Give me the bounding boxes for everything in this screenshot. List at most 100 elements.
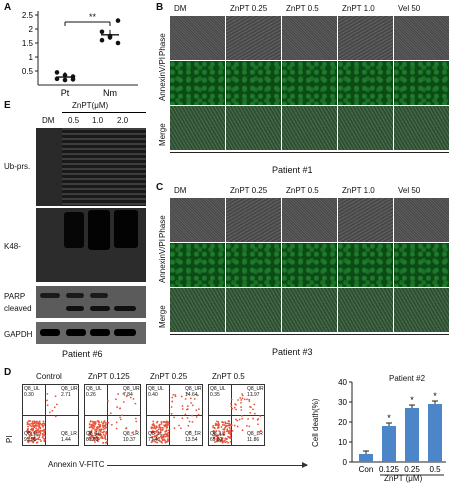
event-dot <box>30 431 33 434</box>
event-dot <box>125 395 128 398</box>
flow-plot-title: Control <box>36 372 62 381</box>
event-dot <box>236 425 239 428</box>
micrograph-tile <box>338 61 393 105</box>
event-dot <box>91 439 94 442</box>
event-dot <box>249 411 252 414</box>
bar-category-label: Con <box>359 465 374 474</box>
event-dot <box>213 432 216 435</box>
event-dot <box>40 440 43 443</box>
quadrant-value: 71.42 <box>148 437 161 443</box>
event-dot <box>227 441 230 444</box>
event-dot <box>159 431 162 434</box>
micrograph-tile <box>394 198 449 242</box>
event-dot <box>224 426 227 429</box>
event-dot <box>184 398 187 400</box>
event-dot <box>43 424 46 427</box>
k48-band <box>88 210 110 250</box>
patient-underline <box>170 152 449 153</box>
event-dot <box>229 433 232 436</box>
quadrant-horizontal-line <box>147 415 202 416</box>
bar-y-tick-label: 0 <box>343 458 348 467</box>
event-dot <box>241 393 244 395</box>
event-dot <box>229 437 232 440</box>
event-dot <box>187 424 190 427</box>
panel-c-patient: Patient #3 <box>272 347 313 357</box>
cleaved-band <box>66 306 84 311</box>
quadrant-name: Q8_LR <box>185 431 201 437</box>
event-dot <box>95 430 98 432</box>
micrograph-tile <box>226 198 281 242</box>
lane-label: DM <box>42 116 55 125</box>
parp-blot <box>36 286 146 318</box>
event-dot <box>156 441 159 444</box>
event-dot <box>27 441 30 444</box>
event-dot <box>33 438 35 441</box>
event-dot <box>218 430 221 433</box>
event-dot <box>39 434 41 436</box>
event-dot <box>212 424 215 427</box>
event-dot <box>32 422 34 425</box>
event-dot <box>27 420 30 422</box>
event-dot <box>102 422 105 425</box>
event-dot <box>251 394 253 397</box>
event-dot <box>56 403 58 406</box>
event-dot <box>164 441 167 444</box>
event-dot <box>28 435 31 437</box>
quadrant-name: Q8_LR <box>61 431 77 437</box>
column-label: DM <box>174 186 187 195</box>
event-dot <box>107 421 110 424</box>
row-label: Merge <box>158 305 167 328</box>
event-dot <box>174 395 177 398</box>
event-dot <box>212 430 215 432</box>
event-dot <box>221 421 224 423</box>
event-dot <box>171 396 174 399</box>
cell-death-bar-chart: 40 30 20 10 0 Con 0.125 * 0.25 * 0.5 * <box>338 378 446 476</box>
bar-significance: * <box>387 413 391 423</box>
lane-label: 0.5 <box>68 116 80 125</box>
column-label: Vel 50 <box>398 4 421 13</box>
event-dot <box>167 421 170 424</box>
micrograph-tile <box>394 243 449 287</box>
event-dot <box>37 421 39 424</box>
event-dot <box>38 420 41 423</box>
flow-x-axis-label: Annexin V-FITC <box>48 460 105 469</box>
event-dot <box>246 398 248 401</box>
event-dot <box>37 431 39 434</box>
micrograph-tile <box>282 61 337 105</box>
quadrant-value: 69.82 <box>210 437 223 443</box>
micrograph-tile <box>394 61 449 105</box>
event-dot <box>235 403 237 406</box>
quadrant-name: Q8_LL <box>210 431 226 437</box>
quadrant-value: 14.64 <box>185 392 198 398</box>
data-point <box>54 70 60 75</box>
event-dot <box>122 392 125 395</box>
flow-cloud <box>88 392 138 444</box>
event-dot <box>31 440 34 443</box>
event-dot <box>216 434 219 437</box>
event-dot <box>167 429 170 432</box>
blot-header: ZnPT(μM) <box>72 101 109 110</box>
panel-b-patient: Patient #1 <box>272 165 313 175</box>
micrograph-tile <box>338 198 393 242</box>
quadrant-name: Q8_UL <box>148 386 164 392</box>
row-label: Phase <box>158 33 167 56</box>
column-label: ZnPT 0.25 <box>230 4 268 13</box>
event-dot <box>241 397 244 400</box>
event-dot <box>35 427 38 430</box>
event-dot <box>245 424 248 427</box>
bar <box>382 426 396 462</box>
event-dot <box>227 424 230 427</box>
event-dot <box>170 412 173 415</box>
bar-y-tick-label: 30 <box>338 398 347 407</box>
event-dot <box>28 423 31 426</box>
event-dot <box>38 424 41 427</box>
micrograph-tile <box>170 61 225 105</box>
event-dot <box>33 426 36 429</box>
quadrant-value: 11.86 <box>247 437 260 443</box>
event-dot <box>150 431 153 434</box>
event-dot <box>196 394 199 397</box>
event-dot <box>248 398 251 401</box>
event-dot <box>155 435 158 438</box>
event-dot <box>36 441 39 444</box>
event-dot <box>29 420 31 422</box>
